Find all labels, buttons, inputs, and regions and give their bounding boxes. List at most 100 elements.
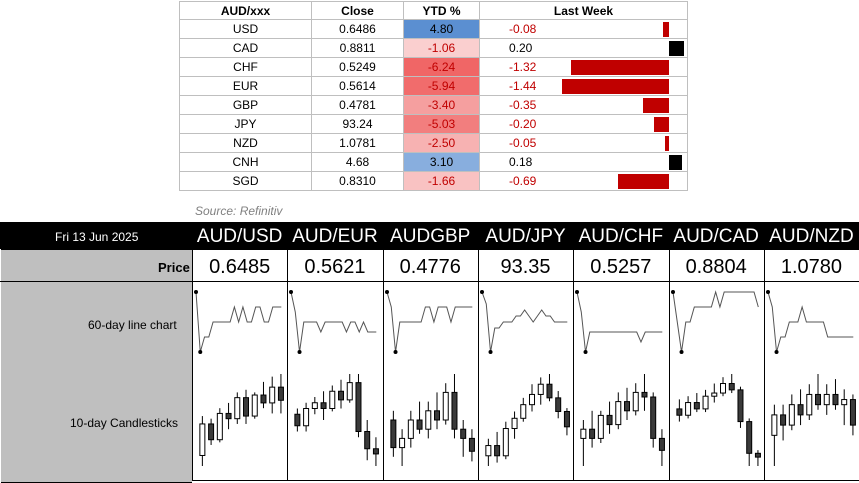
candle-down	[797, 404, 804, 416]
candle-down	[693, 402, 700, 410]
close-cell: 4.68	[311, 152, 404, 172]
column-divider	[477, 249, 479, 481]
ytd-cell: -2.50	[403, 133, 480, 153]
candlestick-chart	[199, 374, 284, 466]
close-cell: 0.8310	[311, 171, 404, 191]
currency-cell: USD	[179, 19, 312, 39]
series-line	[672, 290, 759, 353]
currency-cell: EUR	[179, 76, 312, 96]
last-week-bar	[665, 136, 669, 151]
grid-line-price	[0, 281, 859, 282]
series-line	[576, 291, 663, 353]
series-line	[386, 291, 472, 353]
last-week-value: -0.05	[509, 136, 537, 150]
candle-down	[225, 412, 232, 420]
report-date: Fri 13 Jun 2025	[55, 230, 139, 244]
pair-header: AUD/CAD	[673, 226, 759, 247]
column-divider	[192, 249, 193, 481]
table-row: NZD 1.0781 -2.50 -0.05	[179, 133, 688, 153]
currency-cell: SGD	[179, 171, 312, 191]
currency-cell: NZD	[179, 133, 312, 153]
candle-down	[468, 437, 475, 452]
last-week-bar	[562, 79, 669, 94]
candle-down	[563, 410, 570, 428]
min-point	[583, 350, 588, 354]
close-cell: 0.5249	[311, 57, 404, 77]
column-header-last-week: Last Week	[479, 1, 688, 20]
candle-up	[269, 386, 276, 404]
pair-header: AUD/NZD	[769, 226, 854, 247]
currency-cell: CHF	[179, 57, 312, 77]
column-divider	[287, 249, 289, 481]
candle-down	[728, 383, 735, 391]
column-divider	[763, 249, 765, 481]
last-week-cell: -0.69	[479, 171, 688, 191]
currency-cell: CAD	[179, 38, 312, 58]
currency-cell: CNH	[179, 152, 312, 172]
last-week-cell: -0.05	[479, 133, 688, 153]
last-week-value: -1.44	[509, 79, 537, 93]
candle-up	[234, 397, 241, 420]
candle-down	[260, 394, 267, 404]
candlestick-row-label: 10-day Candlesticks	[70, 416, 179, 430]
row-label-panel	[1, 249, 192, 483]
line-chart	[479, 290, 568, 354]
candle-down	[294, 413, 301, 427]
max-point	[575, 290, 580, 294]
candle-down	[675, 408, 682, 416]
close-cell: 0.5614	[311, 76, 404, 96]
last-week-cell: -0.20	[479, 114, 688, 134]
candle-up	[719, 383, 726, 394]
candle-up	[684, 402, 691, 416]
line-chart	[670, 290, 759, 354]
pair-header: AUD/USD	[196, 226, 283, 247]
pair-header: AUDGBP	[390, 226, 471, 247]
candle-down	[555, 397, 562, 412]
candle-down	[433, 410, 440, 421]
candle-down	[546, 383, 553, 399]
candle-down	[389, 419, 396, 449]
pairs-header-strip	[0, 222, 859, 249]
series-line	[290, 291, 377, 353]
candlestick-chart	[771, 374, 856, 466]
ytd-cell: -3.40	[403, 95, 480, 115]
max-point	[289, 290, 294, 294]
column-divider	[382, 249, 384, 481]
min-point	[774, 350, 779, 354]
last-week-bar	[617, 174, 669, 189]
candle-down	[832, 393, 839, 406]
candle-up	[823, 393, 830, 406]
last-week-cell: 0.18	[479, 152, 688, 172]
pair-price: 93.35	[500, 256, 551, 278]
max-point	[194, 290, 198, 294]
max-point	[765, 290, 770, 294]
candle-down	[493, 445, 500, 457]
candle-up	[841, 399, 848, 406]
table-row: JPY 93.24 -5.03 -0.20	[179, 114, 688, 134]
last-week-bar	[663, 22, 669, 37]
candle-down	[243, 397, 250, 417]
candle-down	[277, 386, 284, 401]
candle-up	[788, 404, 795, 426]
ytd-cell: 3.10	[403, 152, 480, 172]
last-week-cell: -0.35	[479, 95, 688, 115]
candle-up	[329, 390, 336, 409]
min-point	[198, 350, 203, 354]
candle-up	[442, 391, 449, 421]
close-cell: 0.4781	[311, 95, 404, 115]
min-point	[393, 350, 398, 354]
candle-down	[338, 390, 345, 401]
series-line	[767, 291, 854, 353]
last-week-cell: -1.44	[479, 76, 688, 96]
pair-header: AUD/EUR	[292, 226, 378, 247]
column-header-ytd: YTD %	[403, 1, 480, 20]
candle-up	[251, 394, 258, 417]
candle-up	[424, 410, 431, 430]
candle-up	[502, 428, 509, 457]
candle-up	[312, 402, 319, 409]
candle-down	[754, 452, 761, 458]
candle-up	[398, 437, 405, 449]
source-note: Source: Refinitiv	[195, 204, 283, 218]
close-cell: 93.24	[311, 114, 404, 134]
candle-up	[511, 417, 518, 430]
